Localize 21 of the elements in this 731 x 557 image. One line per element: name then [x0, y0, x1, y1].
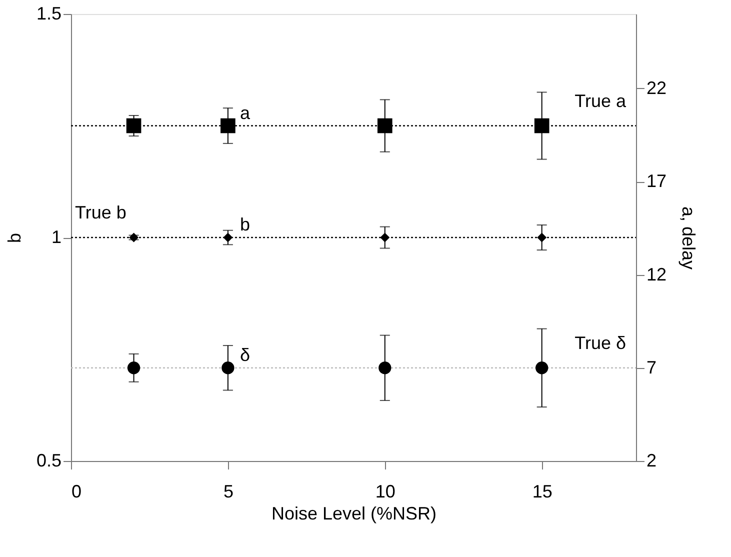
- x-tick-label: 0: [72, 482, 82, 502]
- x-tick-label: 10: [375, 482, 396, 502]
- y-tick-label: 0.5: [36, 450, 62, 470]
- x-axis-title: Noise Level (%NSR): [271, 504, 437, 524]
- ref-line-label: True b: [75, 202, 126, 222]
- ref-line-label: True δ: [574, 332, 626, 353]
- y2-tick-label: 17: [646, 171, 667, 192]
- ref-line-label: True a: [574, 90, 627, 111]
- y-axis-title: b: [4, 232, 24, 244]
- y2-tick-label: 2: [646, 450, 657, 470]
- y2-tick-label: 22: [646, 78, 667, 98]
- y2-axis-title: a, delay: [678, 206, 699, 270]
- y2-tick-label: 7: [646, 357, 657, 378]
- y2-tick-label: 12: [646, 264, 667, 284]
- y-tick-label: 1: [51, 227, 62, 247]
- series-label: b: [240, 214, 250, 234]
- y-tick-label: 1.5: [36, 4, 62, 24]
- x-tick-label: 5: [223, 482, 234, 502]
- x-tick-label: 15: [532, 482, 552, 502]
- series-label: δ: [240, 344, 250, 365]
- series-label: a: [240, 102, 251, 123]
